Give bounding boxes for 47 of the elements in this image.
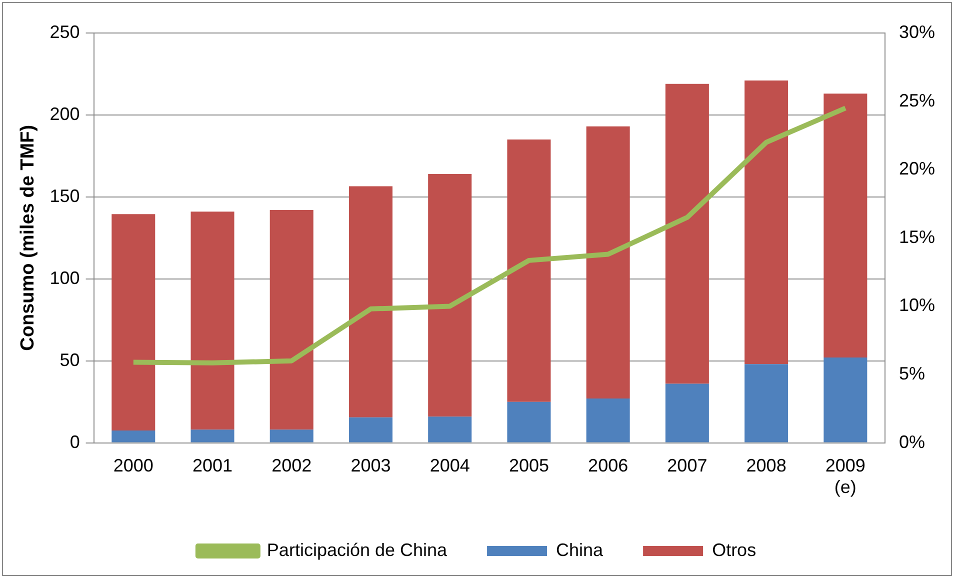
- y-tick-label: 200: [50, 104, 80, 124]
- y2-tick-label: 15%: [898, 226, 936, 247]
- y-tick-label: 0: [70, 432, 80, 452]
- bar: [348, 417, 392, 442]
- x-tick-label: 2000: [113, 456, 154, 476]
- x-tick-label: 2003: [350, 456, 391, 476]
- y-tick-label: 50: [60, 350, 80, 370]
- bar: [112, 430, 156, 442]
- bar: [428, 416, 472, 442]
- x-tick-label: 2006: [588, 456, 628, 476]
- bar: [507, 140, 551, 402]
- y2-tick-label: 10%: [898, 295, 936, 316]
- bar: [586, 398, 630, 442]
- bar: [586, 126, 630, 399]
- bar: [665, 384, 709, 442]
- bar: [190, 430, 234, 442]
- x-tick-label: 2008: [746, 456, 786, 476]
- legend-label: Otros: [712, 540, 756, 560]
- legend-label: China: [556, 540, 604, 560]
- bar: [348, 186, 392, 418]
- bar: [665, 84, 709, 384]
- x-tick-label: 2002: [272, 456, 312, 476]
- legend-label: Participación de China: [266, 540, 448, 560]
- y-axis-title: Consumo (miles de TMF): [18, 124, 39, 351]
- x-tick-label: 2005: [508, 456, 549, 476]
- y-tick-label: 250: [50, 22, 80, 42]
- bar: [270, 430, 314, 442]
- y2-tick-label: 25%: [898, 90, 936, 110]
- bar: [270, 210, 314, 430]
- y2-tick-label: 5%: [898, 363, 925, 384]
- bar: [507, 402, 551, 442]
- bar: [824, 358, 868, 442]
- bar: [428, 174, 472, 417]
- y2-tick-label: 20%: [898, 158, 936, 179]
- bar: [824, 94, 868, 358]
- bar: [190, 212, 234, 430]
- x-tick-label: 2009 (e): [825, 456, 866, 498]
- x-tick-label: 2004: [430, 456, 470, 476]
- x-tick-label: 2001: [192, 456, 233, 476]
- bar: [744, 80, 788, 364]
- bar: [112, 214, 156, 431]
- bar: [744, 364, 788, 442]
- y2-tick-label: 0%: [898, 432, 925, 452]
- y2-tick-label: 30%: [898, 22, 936, 42]
- y-tick-label: 100: [50, 268, 80, 288]
- x-tick-label: 2007: [667, 456, 708, 476]
- y-tick-label: 150: [50, 186, 80, 206]
